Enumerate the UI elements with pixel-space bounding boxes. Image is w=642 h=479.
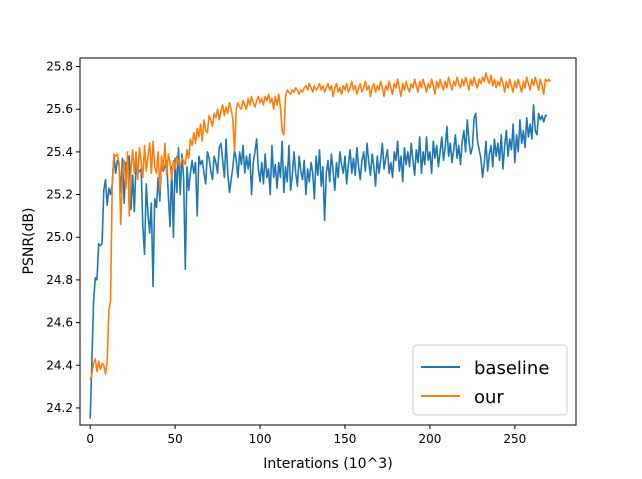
legend: baseline our <box>412 344 568 416</box>
x-tick-label: 50 <box>167 432 182 446</box>
y-tick-label: 25.6 <box>46 102 73 116</box>
plot-frame <box>79 57 577 426</box>
y-tick-label: 25.4 <box>46 145 73 159</box>
y-tick-label: 25.2 <box>46 188 73 202</box>
x-axis: 0 50 100 150 200 250 <box>86 425 526 446</box>
legend-label-baseline: baseline <box>474 358 549 379</box>
x-tick-label: 200 <box>418 432 441 446</box>
plot-lines <box>89 72 552 419</box>
x-tick-label: 0 <box>86 432 94 446</box>
y-tick-label: 24.2 <box>46 401 73 415</box>
y-axis: 24.2 24.4 24.6 24.8 25.0 25.2 25.4 25.6 25.8 <box>46 60 80 415</box>
x-tick-label: 100 <box>249 432 272 446</box>
x-tick-label: 250 <box>503 432 526 446</box>
y-axis-title: PSNR(dB) <box>21 208 37 275</box>
y-tick-label: 24.6 <box>46 316 73 330</box>
x-axis-title: Interations (10^3) <box>263 456 392 472</box>
legend-label-our: our <box>474 387 504 408</box>
series-line-our <box>89 72 552 381</box>
y-tick-label: 25.0 <box>46 230 73 244</box>
x-tick-label: 150 <box>334 432 357 446</box>
legend-box <box>412 344 568 416</box>
y-tick-label: 24.8 <box>46 273 73 287</box>
y-tick-label: 25.8 <box>46 60 73 74</box>
y-tick-label: 24.4 <box>46 358 73 372</box>
